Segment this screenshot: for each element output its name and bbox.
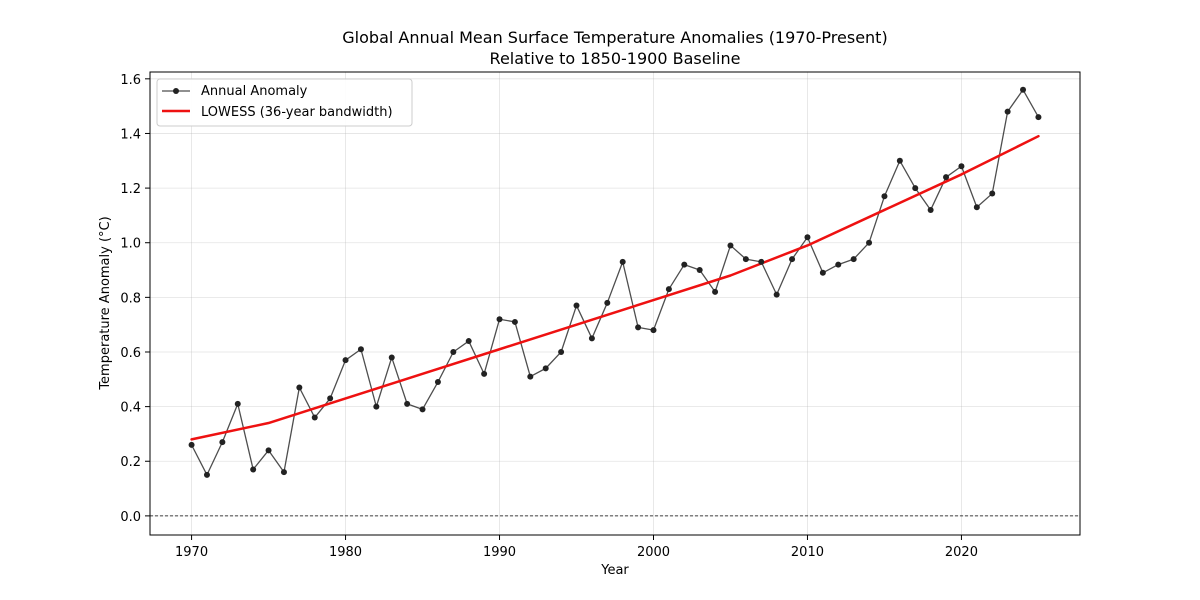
annual-anomaly-point [958,163,965,170]
annual-anomaly-point [850,256,857,263]
annual-anomaly-point [804,234,811,241]
annual-anomaly-point [896,157,903,164]
y-axis-ticks: 0.0 0.2 0.4 0.6 0.8 1.0 1.2 1.4 1.6 [120,73,150,525]
annual-anomaly-line [190,89,1039,476]
x-tick-label: 2000 [637,545,670,560]
annual-anomaly-point [1004,108,1011,115]
annual-anomaly-point [465,338,472,345]
y-axis-label: Temperature Anomaly (°C) [98,216,113,390]
legend: Annual Anomaly LOWESS (36-year bandwidth… [156,78,413,127]
annual-anomaly-point [665,286,672,293]
legend-box [156,78,413,127]
y-tick-label: 0.4 [120,401,141,416]
annual-anomaly-point [696,267,703,274]
y-tick-label: 1.2 [120,182,141,197]
y-tick-label: 0.2 [120,455,141,470]
annual-anomaly-point [927,206,934,213]
legend-anomaly-marker-swatch [173,88,179,94]
legend-anomaly-label: Annual Anomaly [201,84,308,99]
x-axis-ticks: 1970 1980 1990 2000 2010 2020 [175,535,978,560]
annual-anomaly-point [558,348,565,355]
x-tick-label: 1990 [483,545,516,560]
annual-anomaly-point [604,299,611,306]
annual-anomaly-point [419,406,426,413]
annual-anomaly-point [635,324,642,331]
annual-anomaly-point [650,327,657,334]
annual-anomaly-point [989,190,996,197]
annual-anomaly-point [866,239,873,246]
legend-lowess-label: LOWESS (36-year bandwidth) [201,105,393,120]
chart-subtitle: Relative to 1850-1900 Baseline [490,49,741,68]
annual-anomaly-point [388,354,395,361]
annual-anomaly-point [758,258,765,265]
annual-anomaly-point [681,261,688,268]
x-tick-label: 1980 [329,545,362,560]
annual-anomaly-point [481,370,488,377]
annual-anomaly-point [943,174,950,181]
annual-anomaly-point [742,256,749,263]
annual-anomaly-point [773,291,780,298]
annual-anomaly-point [1035,114,1042,121]
chart-title: Global Annual Mean Surface Temperature A… [342,28,887,47]
annual-anomaly-point [527,373,534,380]
annual-anomaly-point [203,471,210,478]
annual-anomaly-point [542,365,549,372]
series-group [188,86,1042,478]
x-axis-label: Year [600,563,629,578]
annual-anomaly-point [511,318,518,325]
annual-anomaly-point [727,242,734,249]
plot-area-frame [149,71,1081,536]
annual-anomaly-point [881,193,888,200]
annual-anomaly-point [280,469,287,476]
y-tick-label: 0.6 [120,346,141,361]
annual-anomaly-point [373,403,380,410]
annual-anomaly-point [434,379,441,386]
annual-anomaly-point [188,441,195,448]
annual-anomaly-point [619,258,626,265]
annual-anomaly-point [588,335,595,342]
y-tick-label: 1.4 [120,127,141,142]
y-tick-label: 0.8 [120,291,141,306]
x-tick-label: 2010 [791,545,824,560]
annual-anomaly-point [265,447,272,454]
annual-anomaly-point [219,439,226,446]
annual-anomaly-point [296,384,303,391]
y-tick-label: 1.0 [120,237,141,252]
annual-anomaly-point [912,185,919,192]
y-tick-label: 1.6 [120,73,141,88]
annual-anomaly-point [342,357,349,364]
y-tick-label: 0.0 [120,510,141,525]
annual-anomaly-point [327,395,334,402]
annual-anomaly-point [404,400,411,407]
annual-anomaly-point [819,269,826,276]
annual-anomaly-point [450,348,457,355]
annual-anomaly-point [973,204,980,211]
annual-anomaly-point [835,261,842,268]
annual-anomaly-point [496,316,503,323]
annual-anomaly-point [573,302,580,309]
annual-anomaly-point [357,346,364,353]
annual-anomaly-point [712,288,719,295]
grid-lines [150,72,1080,535]
annual-anomaly-point [1020,86,1027,93]
annual-anomaly-point [311,414,318,421]
annual-anomaly-point [250,466,257,473]
lowess-trend-line [190,134,1040,441]
annual-anomaly-point [789,256,796,263]
annual-anomaly-point [234,400,241,407]
x-tick-label: 2020 [945,545,978,560]
x-tick-label: 1970 [175,545,208,560]
